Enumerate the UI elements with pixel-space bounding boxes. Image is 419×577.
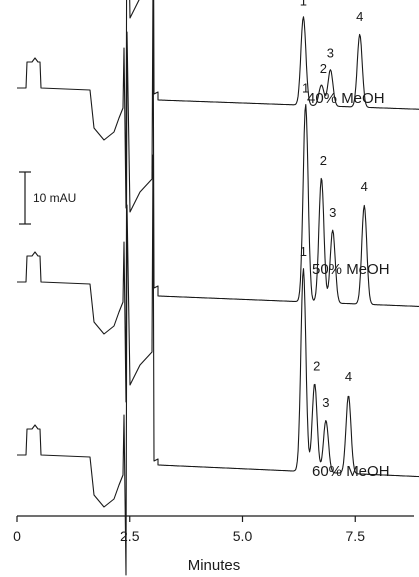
peak-label: 2 (320, 153, 327, 168)
peak-label: 1 (300, 0, 307, 9)
x-tick-label: 0 (13, 528, 21, 544)
chromatogram-trace-2 (17, 0, 419, 403)
peak-label: 2 (313, 359, 320, 374)
trace-label: 60% MeOH (312, 463, 390, 480)
trace-group (17, 0, 419, 576)
trace-label-group: 40% MeOH 50% MeOH 60% MeOH (307, 90, 390, 480)
scale-bar: 10 mAU (19, 171, 76, 225)
peak-label: 3 (322, 395, 329, 410)
x-axis-title: Minutes (188, 557, 241, 574)
trace-label: 50% MeOH (312, 261, 390, 278)
peak-label: 1 (302, 80, 309, 95)
x-tick-label: 2.5 (120, 528, 140, 544)
chromatogram-trace-3 (17, 154, 419, 576)
x-axis: 02.55.07.510.0 Minutes (13, 515, 414, 574)
peak-label: 3 (327, 46, 334, 61)
x-tick-group: 02.55.07.510.0 (13, 516, 366, 544)
peak-label: 2 (320, 61, 327, 76)
peak-label: 4 (356, 9, 363, 24)
scale-bar-label: 10 mAU (33, 191, 76, 205)
x-tick-label: 7.5 (346, 528, 366, 544)
peak-label: 1 (300, 244, 307, 259)
chromatogram-trace-1 (17, 0, 419, 209)
x-tick-label: 5.0 (233, 528, 253, 544)
trace-label: 40% MeOH (307, 90, 385, 107)
peak-label: 3 (329, 205, 336, 220)
peak-label: 4 (345, 369, 352, 384)
peak-label: 4 (361, 179, 368, 194)
